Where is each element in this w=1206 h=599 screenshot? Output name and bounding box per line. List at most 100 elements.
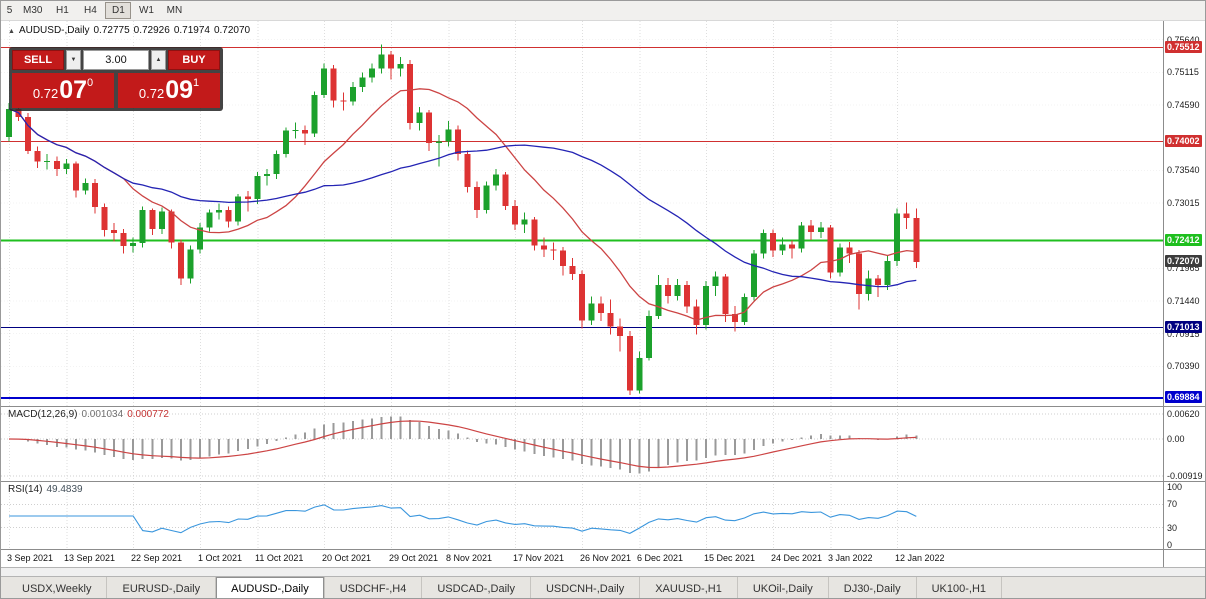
candle <box>388 54 394 69</box>
chart-plot-area[interactable]: ▲ AUDUSD-,Daily 0.72775 0.72926 0.71974 0.720… <box>1 21 1163 567</box>
axis-tick-label: 0.73540 <box>1167 165 1200 175</box>
candle <box>722 276 729 315</box>
candle <box>177 242 184 279</box>
timeframe-button-d1[interactable]: D1 <box>105 2 132 19</box>
candle <box>817 227 824 232</box>
candle <box>359 77 366 87</box>
candle <box>91 182 98 208</box>
tab-ukoil-daily[interactable]: UKOil-,Daily <box>738 577 829 598</box>
axis-tick-label: 0.75115 <box>1167 67 1199 77</box>
candle <box>579 274 585 321</box>
candle <box>168 211 175 243</box>
candle <box>884 261 891 285</box>
axis-tick-label: 0 <box>1167 540 1173 550</box>
candle <box>617 326 624 336</box>
candle <box>540 245 547 250</box>
axis-tick-label: 0.74590 <box>1167 100 1200 110</box>
candle <box>731 314 738 323</box>
tab-xauusd-h1[interactable]: XAUUSD-,H1 <box>640 577 738 598</box>
macd-chart-canvas[interactable] <box>1 406 1163 481</box>
buy-button[interactable]: BUY <box>168 50 220 70</box>
rsi-chart-canvas[interactable] <box>1 481 1163 549</box>
candle <box>703 286 710 326</box>
tab-usdchf-h4[interactable]: USDCHF-,H4 <box>325 577 423 598</box>
timeframe-button-m30[interactable]: M30 <box>18 2 47 19</box>
candle <box>225 210 232 222</box>
tab-audusd-daily[interactable]: AUDUSD-,Daily <box>216 577 325 598</box>
axis-tick-label: 70 <box>1167 499 1178 509</box>
timeframe-button-mn[interactable]: MN <box>161 2 187 19</box>
timeframe-toolbar: 5 M30 H1 H4 D1 W1 MN <box>1 1 1205 21</box>
pane-separator-macd[interactable] <box>1 406 1205 407</box>
candle <box>483 185 490 211</box>
candle <box>340 100 347 102</box>
candle <box>598 303 605 313</box>
tab-usdcad-daily[interactable]: USDCAD-,Daily <box>422 577 531 598</box>
date-axis-label: 1 Oct 2021 <box>198 553 243 563</box>
candle <box>368 68 375 78</box>
macd-name: MACD(12,26,9) <box>8 409 78 420</box>
candle <box>254 175 261 199</box>
volume-input[interactable] <box>83 50 149 70</box>
candle <box>349 86 356 102</box>
candle <box>34 151 41 162</box>
candle <box>139 210 146 244</box>
candle <box>311 95 318 134</box>
tab-eurusd-daily[interactable]: EURUSD-,Daily <box>107 577 217 598</box>
date-axis-label: 11 Oct 2021 <box>255 553 304 563</box>
sell-price-display[interactable]: 0.72 07 0 <box>12 73 114 108</box>
chart-window: ▲ AUDUSD-,Daily 0.72775 0.72926 0.71974 0.720… <box>1 21 1205 567</box>
date-axis-label: 15 Dec 2021 <box>704 553 756 563</box>
candle <box>292 129 299 131</box>
candle <box>149 210 156 229</box>
buy-price-display[interactable]: 0.72 09 1 <box>118 73 220 108</box>
candle <box>435 141 442 143</box>
chart-ohlc-title: ▲ AUDUSD-,Daily 0.72775 0.72926 0.71974 0.720… <box>8 25 254 36</box>
volume-increase-button[interactable]: ▲ <box>151 50 166 70</box>
candle <box>741 297 748 323</box>
axis-tick-label: 0.00 <box>1167 434 1185 444</box>
tab-dj30-daily[interactable]: DJ30-,Daily <box>829 577 917 598</box>
volume-decrease-button[interactable]: ▼ <box>66 50 81 70</box>
time-axis[interactable]: 3 Sep 2021 13 Sep 2021 22 Sep 2021 1 Oct 20… <box>1 549 1163 567</box>
price-axis[interactable]: 0.75640 0.75115 0.74590 0.73540 0.73015 0.719… <box>1163 21 1205 567</box>
candle <box>302 129 309 134</box>
candle <box>101 207 108 231</box>
timeframe-button-h4[interactable]: H4 <box>77 2 103 19</box>
candle <box>894 213 901 262</box>
horizontal-scroll-strip <box>1 567 1205 576</box>
date-axis-label: 8 Nov 2021 <box>446 553 493 563</box>
candle <box>750 253 757 298</box>
date-axis-label: 17 Nov 2021 <box>513 553 565 563</box>
candle <box>855 253 862 295</box>
tab-usdcnh-daily[interactable]: USDCNH-,Daily <box>531 577 641 598</box>
candle <box>798 225 805 249</box>
date-axis-label: 6 Dec 2021 <box>637 553 684 563</box>
tab-uk100-h1[interactable]: UK100-,H1 <box>917 577 1003 598</box>
timeframe-button-w1[interactable]: W1 <box>133 2 159 19</box>
pane-separator-timeaxis <box>1 549 1205 550</box>
date-axis-label: 20 Oct 2021 <box>322 553 372 563</box>
candle <box>770 233 776 251</box>
axis-tick-label: 0.75640 <box>1167 35 1200 45</box>
rsi-value: 49.4839 <box>46 484 83 495</box>
date-axis-label: 3 Jan 2022 <box>828 553 873 563</box>
candle <box>263 174 270 176</box>
candle <box>44 161 51 163</box>
candle <box>493 174 500 186</box>
ohlc-open-value: 0.72775 <box>93 25 130 36</box>
axis-tick-label: 0.71440 <box>1167 296 1200 306</box>
chart-symbol-label: AUDUSD-,Daily <box>18 25 90 36</box>
axis-tick-label: 0.73015 <box>1167 198 1200 208</box>
timeframe-button-h1[interactable]: H1 <box>49 2 75 19</box>
sell-button[interactable]: SELL <box>12 50 64 70</box>
date-axis-label: 13 Sep 2021 <box>64 553 116 563</box>
candle <box>321 68 328 96</box>
tab-usdx-weekly[interactable]: USDX,Weekly <box>7 577 108 598</box>
pane-separator-rsi[interactable] <box>1 481 1205 482</box>
candle <box>789 244 796 249</box>
timeframe-button-m5[interactable]: 5 <box>3 2 16 19</box>
ohlc-high-value: 0.72926 <box>133 25 170 36</box>
candle <box>512 205 519 225</box>
